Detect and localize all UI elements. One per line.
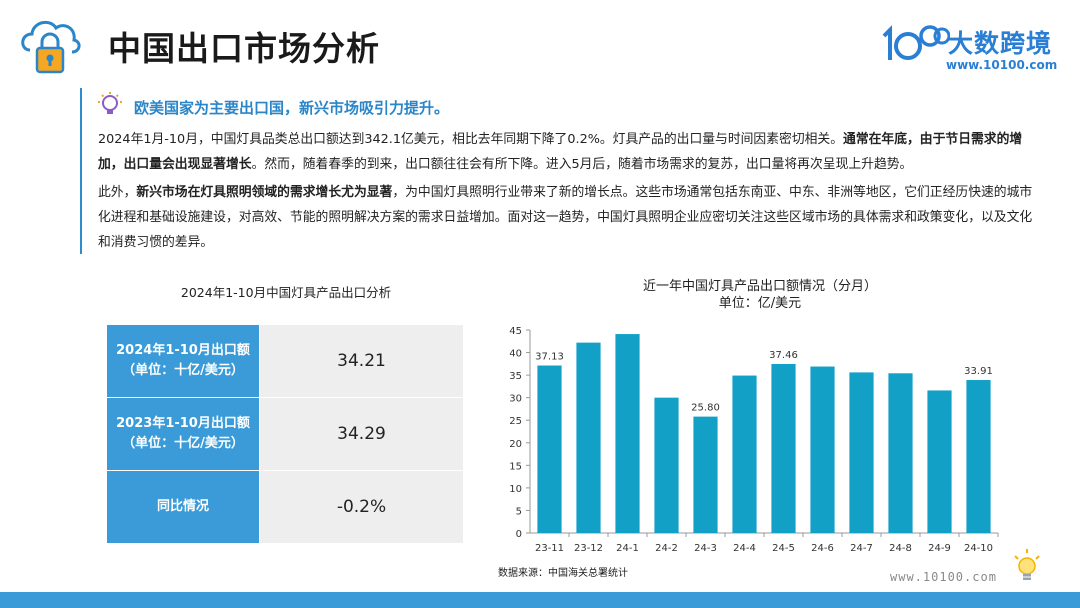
lightbulb-icon xyxy=(98,92,122,114)
bar xyxy=(927,390,952,533)
y-tick-label: 20 xyxy=(509,439,522,450)
x-tick-label: 24-5 xyxy=(772,543,795,554)
x-tick-label: 24-7 xyxy=(850,543,873,554)
row-label-line1: 2024年1-10月出口额 xyxy=(116,343,250,358)
x-tick-label: 24-3 xyxy=(694,543,717,554)
bar xyxy=(966,380,991,533)
chart-title: 近一年中国灯具产品出口额情况（分月） xyxy=(642,279,877,294)
x-tick-label: 23-11 xyxy=(535,543,564,554)
bar xyxy=(654,397,679,533)
page-title: 中国出口市场分析 xyxy=(108,29,380,68)
row-label-line2: （单位：十亿/美元） xyxy=(122,436,244,451)
x-tick-label: 24-8 xyxy=(889,543,912,554)
section-headline: 欧美国家为主要出口国，新兴市场吸引力提升。 xyxy=(134,99,450,117)
brand-url: www.10100.com xyxy=(946,58,1058,72)
x-tick-label: 24-2 xyxy=(655,543,678,554)
bar xyxy=(849,372,874,533)
chart-unit: 单位：亿/美元 xyxy=(718,296,802,311)
para2-bold: 新兴市场在灯具照明领域的需求增长尤为显著 xyxy=(136,185,393,200)
bar xyxy=(537,365,562,533)
row-label-line2: （单位：十亿/美元） xyxy=(122,363,244,378)
para2-text-end: ，为中国灯具照明行业带来了新的增长点。这些市场通常包括东南亚、中东、非洲等地区，… xyxy=(98,185,1033,250)
para2-text: 此外， xyxy=(98,185,137,200)
cloud-padlock-icon xyxy=(21,20,81,74)
table-title: 2024年1-10月中国灯具产品出口分析 xyxy=(180,285,392,300)
footer-url: www.10100.com xyxy=(890,570,997,584)
data-label: 37.46 xyxy=(769,350,798,361)
x-tick-label: 24-9 xyxy=(928,543,951,554)
row-value: -0.2% xyxy=(259,470,464,544)
row-value: 34.29 xyxy=(259,397,464,471)
bar xyxy=(888,373,913,533)
y-tick-label: 30 xyxy=(509,394,522,405)
x-tick-label: 24-10 xyxy=(964,543,993,554)
x-tick-label: 23-12 xyxy=(574,543,603,554)
y-tick-label: 25 xyxy=(509,416,522,427)
x-tick-label: 24-1 xyxy=(616,543,639,554)
paragraph-1: 2024年1月-10月，中国灯具品类总出口额达到342.1亿美元，相比去年同期下… xyxy=(98,127,1043,177)
y-tick-label: 35 xyxy=(509,371,522,382)
footer-band xyxy=(0,592,1080,608)
lightbulb-icon xyxy=(1014,549,1040,580)
bar xyxy=(771,364,796,533)
para1-text: 2024年1月-10月，中国灯具品类总出口额达到342.1亿美元，相比去年同期下… xyxy=(98,132,844,147)
data-label: 25.80 xyxy=(691,403,720,414)
data-label: 37.13 xyxy=(535,352,564,363)
export-bar-chart: 0 5 10 15 20 25 30 35 40 45 23-11 37.13 23-12 24-1 24-… xyxy=(509,326,999,554)
bar xyxy=(693,416,718,533)
y-tick-label: 45 xyxy=(509,326,522,337)
table-row: 2023年1-10月出口额 （单位：十亿/美元） 34.29 xyxy=(106,397,464,471)
export-stats-table: 2024年1-10月出口额 （单位：十亿/美元） 34.21 2023年1-10月… xyxy=(106,324,464,544)
row-label-line1: 同比情况 xyxy=(156,499,209,514)
table-row: 2024年1-10月出口额 （单位：十亿/美元） 34.21 xyxy=(106,324,464,398)
bar xyxy=(615,334,640,533)
bar xyxy=(810,366,835,533)
x-tick-label: 24-6 xyxy=(811,543,834,554)
brand-logo-icon xyxy=(882,25,950,60)
brand-name: 大数跨境 xyxy=(948,29,1053,58)
bar xyxy=(732,375,757,533)
y-tick-label: 40 xyxy=(509,349,522,360)
row-value: 34.21 xyxy=(259,324,464,398)
data-label: 33.91 xyxy=(964,366,993,377)
bar xyxy=(576,342,601,533)
y-tick-label: 15 xyxy=(509,461,522,472)
section-divider xyxy=(80,88,82,254)
y-tick-label: 10 xyxy=(509,484,522,495)
para1-text-end: 。然而，随着春季的到来，出口额往往会有所下降。进入5月后，随着市场需求的复苏，出… xyxy=(251,157,913,172)
y-tick-label: 0 xyxy=(516,529,522,540)
para1-bold: 通常在年底，由于节日需求的增加，出口量会出现显著增长 xyxy=(98,132,1023,172)
row-label-line1: 2023年1-10月出口额 xyxy=(116,416,250,431)
data-source: 数据来源：中国海关总署统计 xyxy=(498,568,628,579)
x-tick-label: 24-4 xyxy=(733,543,756,554)
row-label: 2023年1-10月出口额 （单位：十亿/美元） xyxy=(106,397,260,471)
row-label: 2024年1-10月出口额 （单位：十亿/美元） xyxy=(106,324,260,398)
table-row: 同比情况 -0.2% xyxy=(106,470,464,544)
y-tick-label: 5 xyxy=(516,506,522,517)
row-label: 同比情况 xyxy=(106,470,260,544)
paragraph-2: 此外，新兴市场在灯具照明领域的需求增长尤为显著，为中国灯具照明行业带来了新的增长… xyxy=(98,180,1043,255)
